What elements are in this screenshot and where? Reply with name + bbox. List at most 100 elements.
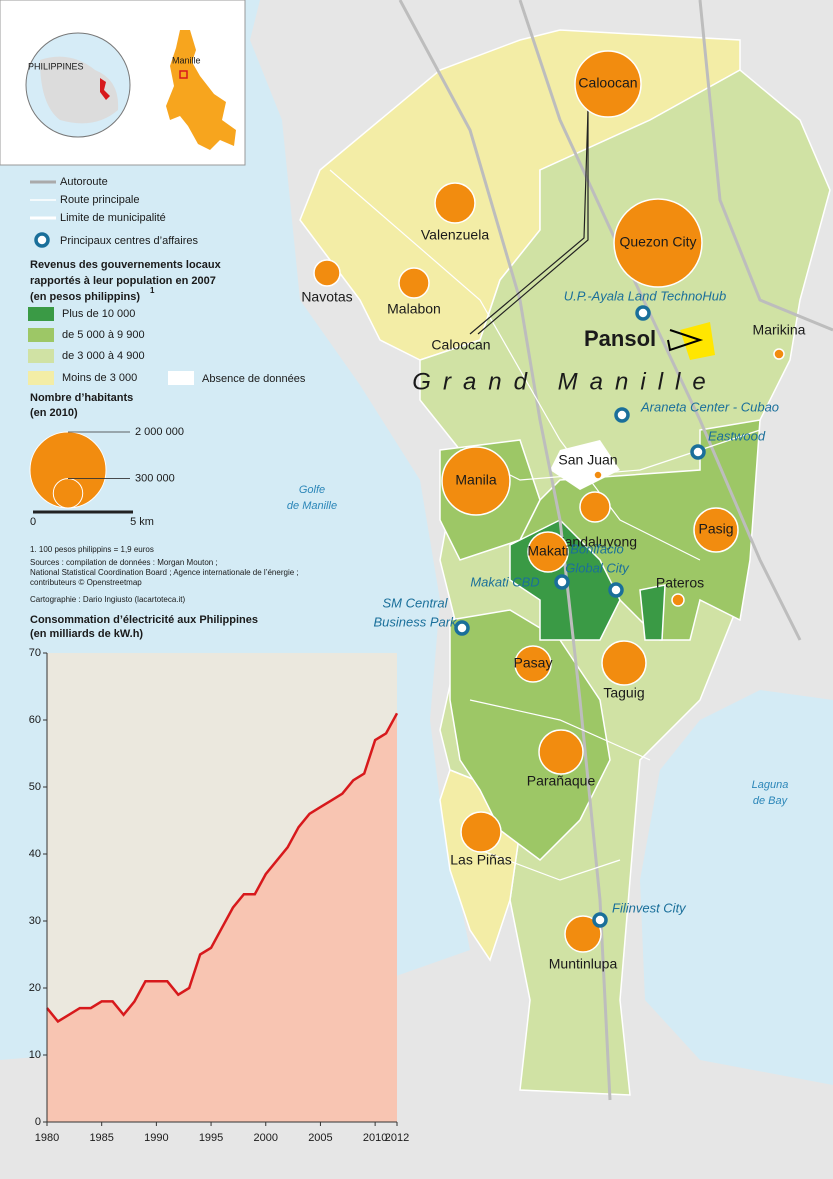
municipality-label: Pateros [656,575,704,591]
globe-land [40,56,119,124]
water-label: Laguna [752,779,789,791]
road [469,699,651,761]
y-tick-label: 10 [29,1049,41,1061]
business-label: SM Central [382,595,448,610]
highway [698,0,833,332]
inset-manila-box [179,70,188,79]
business-label: Eastwood [708,428,766,443]
leader-line [469,109,589,335]
y-tick-label: 30 [29,915,41,927]
y-tick-label: 50 [29,781,41,793]
legend-swatch [168,371,194,385]
business-label: Global City [565,560,630,575]
legend-title: (en 2010) [30,407,78,419]
globe-philippines [100,78,110,100]
municipality-label: Muntinlupa [549,956,618,972]
pointer [667,329,704,352]
sources: Sources : compilation de données : Morga… [30,558,218,567]
scale-label: 5 km [130,516,154,528]
y-tick-label: 0 [35,1116,41,1128]
population-circle [441,446,511,516]
legend-label: Plus de 10 000 [62,308,135,320]
legend-label: Route principale [60,194,140,206]
x-tick-label: 1980 [35,1132,59,1144]
population-circle [671,593,685,607]
y-tick-label: 70 [29,647,41,659]
population-circle [460,811,502,853]
municipality-label: Mandaluyong [553,534,637,550]
business-center [635,305,651,321]
population-circle [613,198,703,288]
legend-label: Principaux centres d’affaires [60,235,198,247]
map-title: Grand Manille [412,368,717,395]
business-label: U.P.-Ayala Land TechnoHub [564,288,727,303]
legend-label: Limite de municipalité [60,212,166,224]
municipality-label: Caloocan [431,337,490,353]
y-tick-label: 40 [29,848,41,860]
population-circle [593,470,603,480]
x-tick-label: 2000 [254,1132,278,1144]
legend-swatch [28,371,54,385]
business-label: Filinvest City [612,900,687,915]
population-circle [434,182,476,224]
scale-label: 0 [30,516,36,528]
business-center [614,407,630,423]
population-circle [313,259,341,287]
municipality-label: Valenzuela [421,227,489,243]
x-tick-label: 2005 [308,1132,332,1144]
inset-country: PHILIPPINES [28,61,84,71]
municipality-label: Quezon City [619,234,696,250]
municipality-label: Malabon [387,301,441,317]
business-center [608,582,624,598]
population-circle [564,915,602,953]
population-circle [579,491,611,523]
business-label: Business Park [373,614,458,629]
y-tick-label: 60 [29,714,41,726]
legend-label: 300 000 [135,472,175,484]
place-label: Pansol [584,326,656,351]
road [329,169,701,561]
highways [398,0,833,1101]
municipality-label: Caloocan [578,75,637,91]
municipality-label: Navotas [301,289,352,305]
municipality-label: Pasig [698,521,733,537]
business-center [554,574,570,590]
municipality-label: Las Piñas [450,852,511,868]
line [46,712,399,1024]
business-center [690,444,706,460]
highway [398,0,612,1101]
municipality-label: Parañaque [527,773,596,789]
municipality-label: Pasay [514,655,553,671]
chart-subtitle: (en milliards de kW.h) [30,628,143,640]
legend-note-ref: 1 [150,286,155,295]
population-circle [601,640,647,686]
business-center [592,912,608,928]
legend-label: de 5 000 à 9 900 [62,329,145,341]
legend-label: 2 000 000 [135,426,184,438]
municipality-label: Marikina [753,322,806,338]
chart-title: Consommation d’électricité aux Philippin… [30,614,258,626]
regions [299,29,831,1096]
legend: Revenus des gouvernements locaux rapporté… [28,259,222,509]
water-label: Golfe [299,484,325,496]
business-center [454,620,470,636]
x-tick-label: 1985 [89,1132,113,1144]
legend-title: (en pesos philippins) [30,291,140,303]
legend-label: Autoroute [60,176,108,188]
municipality-label: Manila [455,472,496,488]
municipality-label: San Juan [558,452,617,468]
legend-label: Absence de données [202,373,306,385]
municipality-label: Taguig [603,685,644,701]
inset-philippines [166,30,236,150]
x-tick-label: 1990 [144,1132,168,1144]
sources: National Statistical Coordination Board … [30,568,299,577]
population-circle [398,267,430,299]
legend-circle [52,478,84,509]
legend-swatch [28,328,54,342]
legend-title: Revenus des gouvernements locaux [30,259,222,271]
footnote: 1. 100 pesos philippins = 1,9 euros [30,545,154,554]
business-label: Makati CBD [470,574,539,589]
legend-swatch [28,307,54,321]
legend-business-symbol [34,232,50,248]
